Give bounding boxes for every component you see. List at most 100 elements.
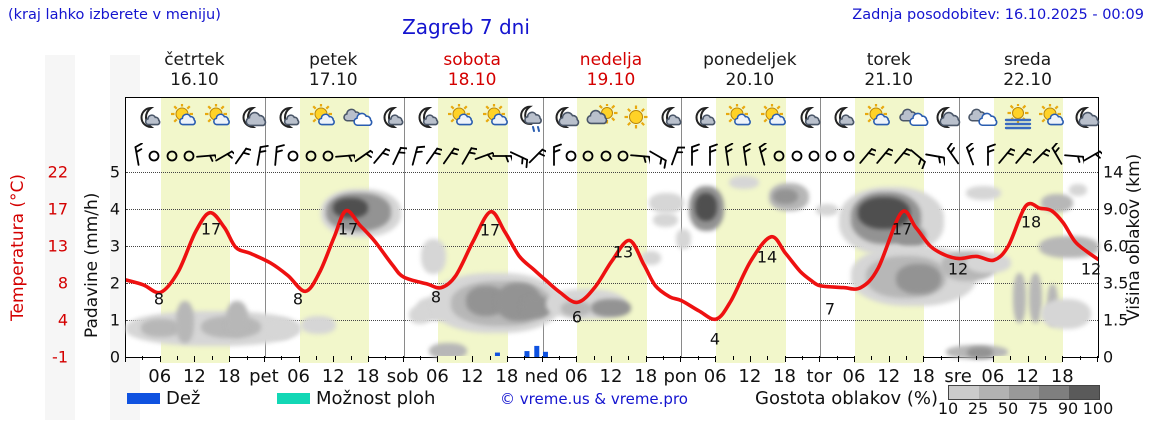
density-scale-segment <box>949 386 979 399</box>
day-separator-line <box>264 98 266 357</box>
weather-icon-moon-cloud <box>653 104 689 132</box>
weather-icon-clouds <box>896 104 932 132</box>
temperature-value-label: 8 <box>430 287 442 307</box>
cloud-blob <box>301 316 336 334</box>
axis-tick <box>125 356 126 362</box>
temp-axis-tick: 13 <box>47 236 68 255</box>
weather-icon-sun-fog <box>1000 102 1036 132</box>
temp-axis-tick: 8 <box>57 273 68 292</box>
cloud-blob <box>695 193 717 221</box>
last-update-text: Zadnja posodobitev: 16.10.2025 - 00:09 <box>852 7 1144 23</box>
hour-label: 18 <box>217 366 241 387</box>
wind-calm-icon <box>283 143 303 169</box>
background-strip <box>45 55 75 420</box>
cloud-blob <box>1041 299 1091 329</box>
wind-barb-icon <box>925 143 947 169</box>
rain-bar <box>494 352 500 357</box>
axis-tick <box>350 356 352 360</box>
day-separator-line <box>681 98 683 357</box>
wind-barb-icon <box>387 143 410 169</box>
axis-tick <box>767 356 769 360</box>
wind-calm-icon <box>769 143 789 169</box>
gridline <box>126 172 1098 173</box>
cloud-blob <box>816 204 838 216</box>
temp-axis-tick: 22 <box>47 162 68 181</box>
weather-icon-sun-cloud <box>722 103 758 132</box>
cloud-blob <box>1029 273 1042 323</box>
weather-icon-moon-clouds <box>1069 104 1105 132</box>
weather-icon-sun-cloud <box>757 103 793 132</box>
cloud-density-scale-bar <box>948 385 1100 400</box>
wind-calm-icon <box>596 143 616 169</box>
axis-tick <box>715 356 717 362</box>
wind-barb-icon <box>717 142 737 169</box>
axis-tick <box>420 356 422 360</box>
axis-tick <box>611 356 612 362</box>
cloud-blob <box>653 213 678 227</box>
cloud-blob <box>896 264 941 294</box>
day-separator-line <box>959 98 961 357</box>
axis-tick <box>263 356 265 362</box>
wind-calm-icon <box>561 143 581 169</box>
day-abbrev-label: tor <box>806 366 833 387</box>
wind-calm-icon <box>787 143 807 169</box>
weather-icon-moon-clouds <box>236 104 272 132</box>
weather-icon-moon-cloud <box>687 104 723 132</box>
cloud-blob <box>966 186 1001 200</box>
wind-calm-icon <box>162 143 182 169</box>
temperature-value-label: 6 <box>571 307 583 327</box>
wind-barb-icon <box>1082 143 1106 169</box>
temperature-value-label: 7 <box>824 299 836 319</box>
copyright-link[interactable]: © vreme.us & vreme.pro <box>500 390 688 408</box>
daylight-band <box>716 98 786 357</box>
cloud-blob <box>521 296 551 318</box>
hour-label: 12 <box>1016 366 1040 387</box>
temp-axis-tick: 4 <box>57 310 68 329</box>
precip-axis-tick: 4 <box>109 199 120 218</box>
cloud-blob <box>773 189 798 204</box>
density-scale-segment <box>979 386 1009 399</box>
hour-label: 06 <box>425 366 449 387</box>
day-name: petek <box>309 50 358 70</box>
weather-icon-moon-clouds <box>549 104 585 132</box>
axis-tick <box>697 356 699 360</box>
wind-barb-icon <box>700 143 720 169</box>
temperature-curve-layer <box>126 201 1098 357</box>
wind-barb-icon <box>752 142 772 169</box>
cloudheight-axis-tick: 9.0 <box>1103 199 1129 218</box>
hour-label: 18 <box>773 366 797 387</box>
gridline <box>126 320 1098 321</box>
temp-axis-tick: -1 <box>52 347 68 366</box>
axis-tick <box>437 356 439 362</box>
wind-calm-icon <box>318 143 338 169</box>
day-name: torek <box>866 50 911 70</box>
weather-icon-sun-cloud <box>444 103 480 132</box>
wind-barb-icon <box>509 143 529 169</box>
cloudheight-axis-tick: 0 <box>1103 347 1114 366</box>
axis-tick <box>871 356 873 360</box>
axis-tick <box>906 356 908 360</box>
axis-tick <box>1097 356 1098 362</box>
precip-axis-tick: 5 <box>109 162 120 181</box>
axis-tick <box>1010 356 1012 360</box>
weather-icon-sun-cloud <box>479 103 515 132</box>
wind-barb-icon <box>960 141 980 169</box>
wind-calm-icon <box>578 143 598 169</box>
axis-tick <box>680 356 682 362</box>
cloud-blob <box>729 176 759 189</box>
hour-label: 06 <box>703 366 727 387</box>
day-abbrev-label: pon <box>663 366 698 387</box>
temp-axis-tick: 17 <box>47 199 68 218</box>
gridline <box>126 283 1098 284</box>
precip-axis-tick: 2 <box>109 273 120 292</box>
day-date: 21.10 <box>864 70 914 90</box>
wind-calm-icon <box>613 143 633 169</box>
day-separator-line <box>403 98 405 357</box>
temperature-value-label: 17 <box>891 219 913 239</box>
rain-bar <box>534 345 540 357</box>
axis-tick <box>142 356 144 360</box>
axis-tick <box>246 356 248 360</box>
showers-legend-label: Možnost ploh <box>316 388 436 409</box>
hour-label: 12 <box>877 366 901 387</box>
daylight-band <box>576 356 646 363</box>
